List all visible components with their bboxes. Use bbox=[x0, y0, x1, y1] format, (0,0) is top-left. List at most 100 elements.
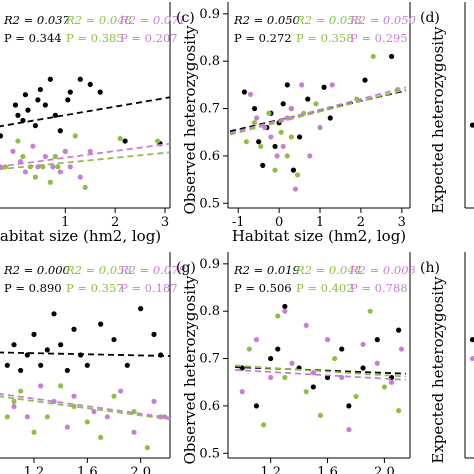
data-point-black bbox=[282, 303, 288, 310]
data-point-purple bbox=[310, 370, 316, 376]
data-point-purple bbox=[30, 143, 36, 149]
data-point-black bbox=[310, 384, 316, 390]
data-point-black bbox=[32, 123, 38, 129]
x-tick-label: 2.0 bbox=[374, 465, 395, 474]
data-point-green bbox=[55, 164, 61, 170]
trend-line-green bbox=[0, 151, 170, 171]
data-point-green bbox=[294, 172, 301, 178]
data-point-black bbox=[18, 367, 24, 374]
data-point-purple bbox=[292, 186, 299, 192]
r2-stat: R2 = 0.048 bbox=[65, 13, 132, 27]
data-point-green bbox=[44, 414, 50, 420]
data-point-black bbox=[251, 105, 258, 112]
data-point-purple bbox=[87, 148, 93, 154]
data-point-black bbox=[388, 53, 395, 60]
r2-stat: R2 = 0.050 bbox=[349, 13, 416, 27]
data-point-green bbox=[266, 110, 272, 116]
x-axis-label: Habitat size (hm2, log) bbox=[232, 227, 406, 245]
data-point-black bbox=[374, 337, 380, 343]
data-point-black bbox=[25, 107, 31, 113]
trend-line-black bbox=[0, 351, 170, 357]
p-stat: P = 0.788 bbox=[350, 281, 408, 295]
y-tick-label: 0.7 bbox=[199, 102, 220, 117]
data-point-green bbox=[11, 398, 17, 404]
data-point-purple bbox=[162, 414, 168, 420]
data-point-black bbox=[67, 89, 73, 95]
x-tick-label: -1 bbox=[232, 215, 245, 230]
data-point-black bbox=[260, 162, 266, 168]
data-point-green bbox=[367, 308, 373, 314]
data-point-purple bbox=[284, 115, 290, 121]
data-point-green bbox=[131, 409, 137, 415]
p-stat: P = 0.402 bbox=[296, 281, 354, 295]
p-stat: P = 0.890 bbox=[4, 281, 62, 295]
data-point-black bbox=[0, 133, 4, 139]
data-point-purple bbox=[274, 153, 280, 159]
data-point-purple bbox=[104, 414, 110, 420]
data-point-purple bbox=[71, 393, 77, 399]
data-point-green bbox=[381, 384, 388, 390]
data-point-green bbox=[20, 153, 26, 160]
data-point-purple bbox=[11, 403, 17, 410]
data-point-green bbox=[154, 138, 161, 144]
data-point-black bbox=[151, 331, 157, 337]
data-point-purple bbox=[346, 426, 352, 433]
r2-stat: R2 = 0.037 bbox=[3, 13, 71, 27]
r2-stat: R2 = 0.044 bbox=[295, 263, 362, 277]
y-tick-label: 0.6 bbox=[199, 399, 220, 414]
data-point-green bbox=[117, 135, 123, 142]
data-point-black bbox=[469, 122, 474, 128]
data-point-black bbox=[57, 128, 63, 134]
data-point-purple bbox=[360, 341, 366, 347]
data-point-black bbox=[241, 89, 247, 95]
data-point-black bbox=[31, 331, 37, 337]
data-point-black bbox=[339, 346, 345, 352]
data-point-purple bbox=[262, 124, 268, 131]
data-point-green bbox=[278, 129, 284, 135]
data-point-black bbox=[305, 96, 311, 102]
data-point-green bbox=[2, 164, 9, 170]
panel-label: (d) bbox=[420, 10, 440, 26]
data-point-black bbox=[290, 167, 297, 173]
p-stat: P = 0.358 bbox=[296, 31, 354, 45]
data-point-black bbox=[296, 134, 303, 140]
y-tick-label: 0.8 bbox=[199, 54, 220, 69]
data-point-purple bbox=[247, 91, 254, 97]
data-point-green bbox=[284, 153, 290, 159]
x-tick-label: 2 bbox=[111, 215, 119, 230]
x-tick-label: 1 bbox=[61, 215, 69, 230]
data-point-black bbox=[84, 362, 90, 368]
data-point-purple bbox=[64, 424, 70, 430]
data-point-black bbox=[268, 355, 274, 362]
r2-stat: R2 = 0.053 bbox=[65, 263, 132, 277]
y-tick-label: 0.9 bbox=[199, 7, 220, 22]
y-axis-label: Expected heterozygosity bbox=[429, 276, 447, 464]
data-point-black bbox=[362, 77, 368, 83]
data-point-green bbox=[353, 393, 359, 400]
data-point-black bbox=[122, 138, 128, 144]
data-point-green bbox=[72, 133, 78, 139]
data-point-black bbox=[97, 89, 103, 95]
y-axis-label: Expected heterozygosity bbox=[429, 26, 447, 214]
data-point-black bbox=[35, 97, 41, 103]
data-point-green bbox=[258, 143, 264, 150]
data-point-green bbox=[288, 134, 294, 140]
data-point-purple bbox=[42, 153, 48, 160]
data-point-green bbox=[144, 445, 150, 451]
data-point-green bbox=[71, 403, 77, 410]
data-point-purple bbox=[254, 115, 260, 121]
x-tick-label: 2.0 bbox=[130, 465, 151, 474]
data-point-purple bbox=[67, 164, 73, 170]
data-point-black bbox=[111, 336, 117, 343]
data-point-black bbox=[42, 102, 48, 108]
data-point-green bbox=[4, 414, 10, 420]
data-point-black bbox=[65, 97, 71, 103]
data-point-black bbox=[346, 403, 352, 409]
data-point-green bbox=[58, 383, 64, 389]
data-point-black bbox=[58, 342, 64, 348]
data-point-black bbox=[396, 327, 402, 333]
data-point-green bbox=[82, 184, 88, 190]
data-point-purple bbox=[22, 169, 29, 175]
panel-label: (h) bbox=[420, 260, 440, 276]
